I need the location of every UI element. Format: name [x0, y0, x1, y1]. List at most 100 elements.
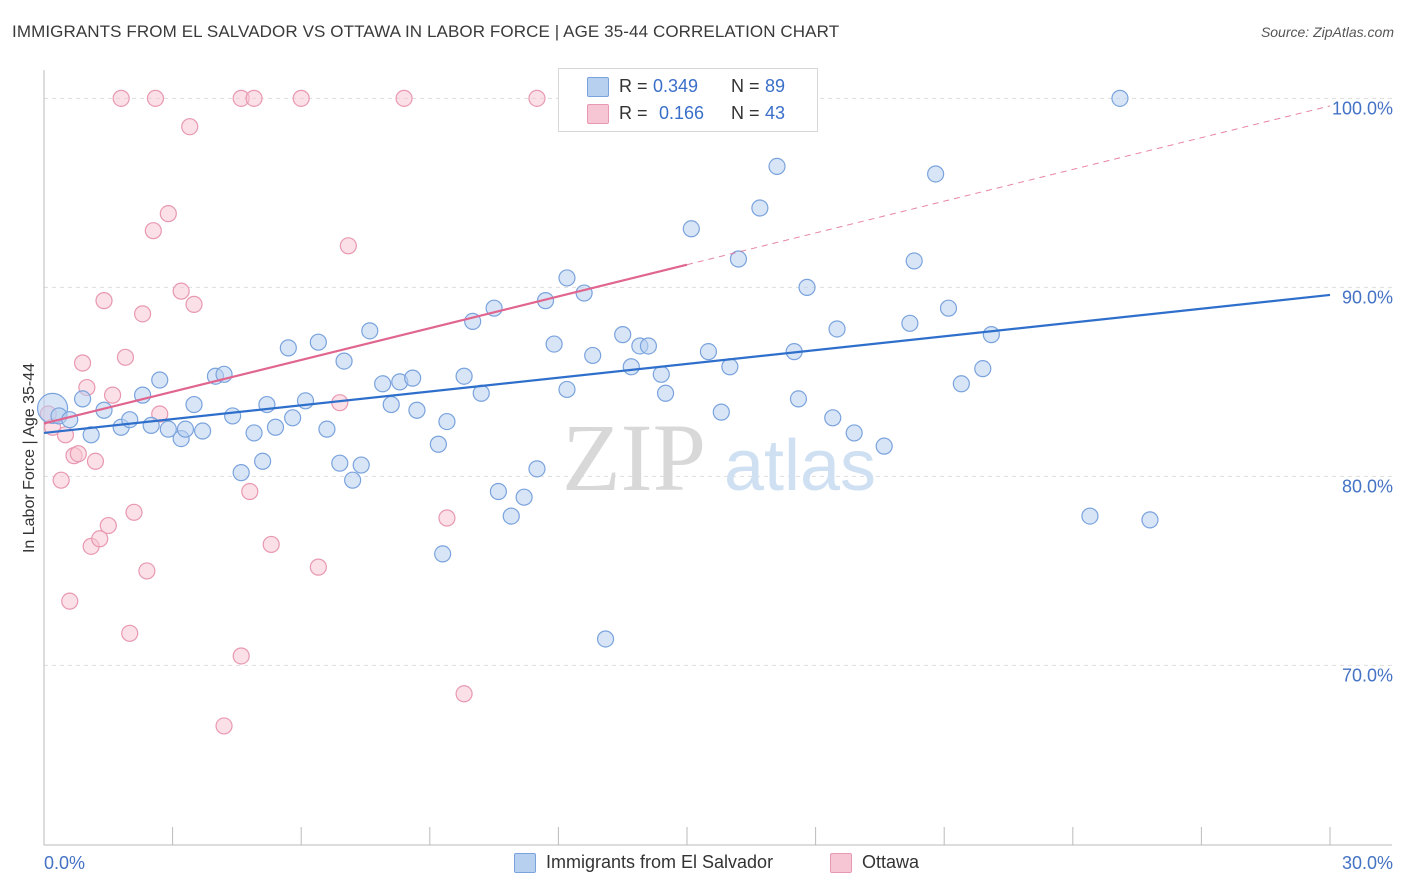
ottawa-point: [159, 205, 177, 223]
watermark-zip: ZIP: [562, 404, 706, 511]
legend-item-ottawa[interactable]: Ottawa: [830, 852, 919, 873]
series-legend: Immigrants from El Salvador Ottawa: [0, 852, 1406, 876]
ottawa-point: [455, 685, 473, 703]
el-salvador-point: [721, 358, 739, 376]
legend-item-el-salvador[interactable]: Immigrants from El Salvador: [514, 852, 773, 873]
r-value: 0.166: [659, 102, 705, 123]
el-salvador-point: [374, 375, 392, 393]
grid-lines: [44, 97, 1392, 666]
el-salvador-point: [927, 165, 945, 183]
el-salvador-point: [245, 424, 263, 442]
ottawa-point: [241, 482, 259, 501]
el-salvador-point: [656, 384, 675, 402]
ottawa-trend-line: [43, 263, 688, 425]
el-salvador-point: [1141, 511, 1159, 529]
el-salvador-point: [558, 269, 576, 287]
stats-legend: R = 0.349 N = 89 R = 0.166 N = 43: [558, 68, 818, 132]
ottawa-point: [99, 516, 117, 535]
el-salvador-point: [151, 371, 169, 389]
ottawa-point: [103, 386, 122, 404]
el-salvador-point: [434, 545, 452, 563]
ottawa-point: [262, 535, 280, 554]
r-label: R =: [619, 102, 653, 123]
el-salvador-point: [361, 322, 379, 340]
x-tick-labels: 0.0% 30.0%: [44, 853, 1393, 873]
el-salvador-point: [73, 390, 92, 408]
el-salvador-point: [639, 337, 658, 355]
el-salvador-point: [845, 424, 863, 442]
el-salvador-point: [828, 320, 846, 338]
ottawa-point: [91, 530, 109, 548]
n-value: 43: [765, 102, 786, 123]
el-salvador-point: [712, 403, 730, 421]
pink-swatch: [587, 104, 609, 124]
y-tick-labels: 70.0% 80.0% 90.0% 100.0%: [1332, 98, 1393, 685]
y-tick-label: 90.0%: [1342, 287, 1393, 307]
el-salvador-point: [382, 395, 400, 414]
el-salvador-points: [36, 89, 1159, 648]
el-salvador-point: [939, 299, 958, 317]
ottawa-point: [86, 452, 105, 470]
el-salvador-point: [558, 380, 576, 399]
el-salvador-point: [352, 456, 370, 474]
ottawa-point: [144, 222, 162, 240]
ottawa-point: [151, 405, 169, 423]
el-salvador-point: [1111, 89, 1129, 107]
el-salvador-point: [974, 360, 992, 378]
el-salvador-point: [159, 420, 177, 438]
ottawa-points: [39, 89, 546, 735]
el-salvador-point: [545, 335, 563, 353]
ottawa-trend-extension: [686, 105, 1331, 266]
el-salvador-point: [982, 326, 1000, 344]
el-salvador-point: [652, 365, 670, 383]
ottawa-point: [95, 292, 113, 310]
ottawa-point: [52, 471, 70, 489]
el-salvador-point: [528, 460, 546, 478]
ottawa-point: [309, 558, 327, 576]
y-tick-label: 70.0%: [1342, 665, 1393, 685]
el-salvador-point: [699, 343, 718, 361]
el-salvador-point: [318, 420, 336, 438]
axes: [43, 70, 1392, 846]
el-salvador-point: [901, 314, 919, 332]
el-salvador-point: [266, 418, 285, 436]
el-salvador-point: [729, 250, 748, 268]
el-salvador-point: [502, 507, 520, 525]
el-salvador-point: [176, 420, 195, 438]
el-salvador-point: [194, 422, 212, 440]
el-salvador-trend-line: [43, 293, 1331, 435]
x-tick-label: 30.0%: [1342, 853, 1393, 873]
el-salvador-point: [185, 395, 203, 414]
el-salvador-point: [344, 471, 362, 489]
ottawa-point: [69, 445, 87, 463]
ottawa-point: [232, 647, 250, 665]
el-salvador-point: [438, 412, 456, 431]
ottawa-point: [395, 89, 413, 107]
el-salvador-point: [751, 199, 769, 217]
el-salvador-point: [768, 157, 786, 176]
ottawa-point: [438, 509, 456, 527]
ottawa-point: [245, 89, 263, 107]
el-salvador-point: [254, 452, 272, 470]
el-salvador-point: [584, 346, 602, 365]
el-salvador-point: [515, 488, 533, 506]
el-salvador-point: [575, 284, 593, 302]
n-label: N =: [731, 75, 765, 96]
ottawa-point: [61, 592, 79, 610]
n-label: N =: [731, 102, 765, 123]
ottawa-point: [138, 562, 156, 580]
el-salvador-point: [789, 390, 808, 408]
el-salvador-point: [331, 454, 349, 472]
el-salvador-point: [335, 352, 353, 370]
y-tick-label: 80.0%: [1342, 476, 1393, 496]
el-salvador-point: [404, 369, 422, 387]
el-salvador-point: [279, 339, 297, 357]
el-salvador-point: [455, 367, 473, 385]
trend-lines: [43, 105, 1331, 435]
source-label: Source: ZipAtlas.com: [1260, 24, 1394, 40]
n-value: 89: [765, 75, 786, 96]
y-tick-label: 100.0%: [1332, 98, 1393, 118]
ottawa-point: [185, 295, 203, 313]
chart-title: IMMIGRANTS FROM EL SALVADOR VS OTTAWA IN…: [12, 22, 840, 41]
el-salvador-point: [489, 482, 507, 501]
